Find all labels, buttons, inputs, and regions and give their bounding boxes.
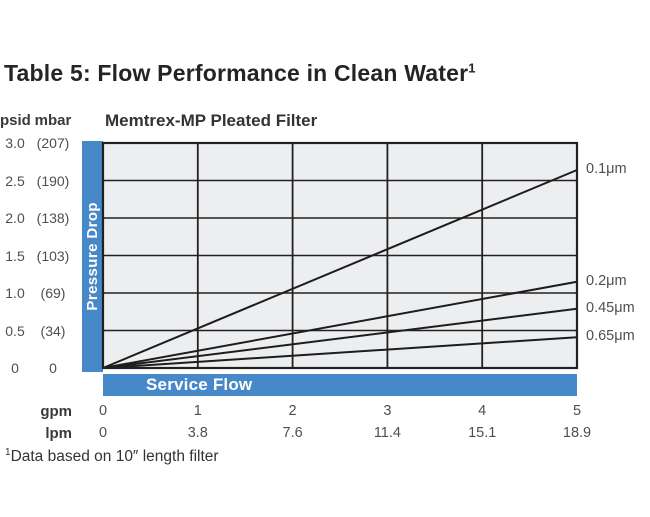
x-axis-unit-gpm: gpm	[40, 403, 72, 420]
y-tick-mbar: (138)	[36, 210, 70, 226]
series-line-0	[102, 169, 578, 369]
x-tick-gpm: 3	[383, 403, 392, 419]
x-tick-gpm: 0	[98, 403, 108, 419]
service-flow-label: Service Flow	[146, 375, 253, 394]
x-axis-row-lpm: lpm 0 3.8 7.6 11.4 15.1 18.9	[0, 425, 650, 443]
x-tick-lpm: 11.4	[373, 425, 401, 441]
x-tick-lpm: 3.8	[187, 425, 208, 441]
y-tick-psid: 0.5	[5, 322, 25, 339]
y-tick-row: 2.5 (190)	[0, 172, 76, 190]
series-label: 0.65μm	[586, 328, 635, 345]
page-title-text: Table 5: Flow Performance in Clean Water	[4, 60, 469, 87]
y-tick-mbar: (190)	[36, 172, 70, 189]
x-axis-unit-lpm: lpm	[45, 425, 72, 442]
x-tick-lpm: 0	[98, 425, 108, 441]
y-tick-row: 3.0 (207)	[0, 134, 76, 152]
y-tick-psid: 1.5	[5, 247, 25, 264]
page-title-superscript: 1	[468, 60, 476, 76]
x-tick-gpm: 1	[193, 403, 202, 419]
y-tick-mbar: (103)	[36, 247, 70, 264]
x-tick-gpm: 2	[288, 403, 297, 419]
y-tick-row: 1.0 (69)	[0, 284, 76, 302]
y-tick-psid: 2.5	[5, 172, 25, 189]
series-line-2	[102, 307, 578, 369]
x-tick-lpm: 15.1	[468, 425, 497, 441]
x-tick-gpm: 5	[572, 403, 582, 419]
y-tick-psid: 0	[11, 360, 19, 376]
plot-border	[101, 141, 579, 370]
y-tick-mbar: (207)	[36, 135, 70, 151]
pressure-drop-label: Pressure Drop	[84, 202, 101, 311]
y-tick-mbar: (69)	[40, 285, 66, 301]
series-line-3	[102, 336, 578, 369]
chart-subtitle: Memtrex-MP Pleated Filter	[105, 111, 318, 130]
series-line-1	[102, 280, 578, 369]
footnote-text: Data based on 10″ length filter	[10, 448, 219, 466]
y-tick-row: 1.5 (103)	[0, 247, 76, 265]
series-label: 0.1μm	[586, 161, 627, 177]
series-label: 0.2μm	[586, 272, 627, 289]
y-tick-mbar: (34)	[40, 322, 66, 339]
y-tick-psid: 3.0	[5, 135, 25, 151]
y-axis-unit-psid: psid	[0, 112, 31, 129]
y-tick-row: 2.0 (138)	[0, 209, 76, 227]
service-flow-axis-bar: Service Flow	[103, 374, 577, 396]
pressure-drop-axis-bar: Pressure Drop	[82, 141, 103, 372]
series-label: 0.45μm	[586, 299, 635, 316]
y-tick-psid: 1.0	[5, 285, 25, 301]
x-tick-gpm: 4	[478, 403, 487, 419]
y-tick-row: 0.5 (34)	[0, 322, 76, 340]
x-tick-lpm: 7.6	[282, 425, 303, 441]
chart-svg	[101, 141, 579, 370]
footnote-superscript: 1	[5, 447, 11, 458]
footnote: 1Data based on 10″ length filter	[5, 447, 219, 466]
x-axis-row-gpm: gpm 0 1 2 3 4 5	[0, 403, 650, 421]
y-axis-units-header: psid mbar	[0, 112, 76, 129]
y-tick-psid: 2.0	[5, 210, 25, 226]
page-title: Table 5: Flow Performance in Clean Water…	[4, 60, 476, 87]
y-tick-mbar: 0	[49, 360, 57, 376]
x-tick-lpm: 18.9	[562, 425, 592, 441]
y-axis-unit-mbar: mbar	[34, 112, 72, 129]
plot-area	[101, 141, 579, 370]
